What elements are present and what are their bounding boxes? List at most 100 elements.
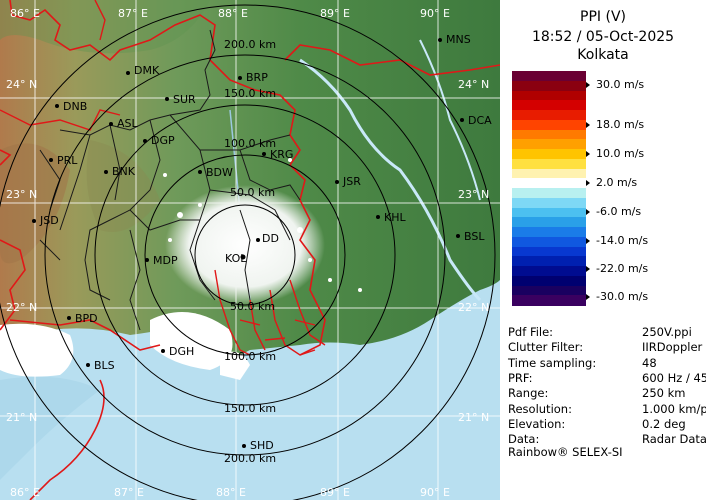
metadata-row: Elevation: 0.2 deg — [508, 417, 686, 433]
lon-label: 89° E — [320, 486, 350, 499]
lon-label: 88° E — [218, 7, 248, 20]
scale-segment — [512, 110, 586, 121]
vendor-label: Rainbow® SELEX-SI — [508, 445, 623, 459]
metadata-value: IIRDoppler 7 — [642, 340, 706, 355]
metadata-row: Pdf File: 250V.ppi — [508, 325, 692, 341]
metadata-row: Data: Radar Data — [508, 432, 706, 448]
scale-tick: -30.0 m/s — [586, 290, 648, 303]
metadata-value: Radar Data — [642, 432, 706, 447]
station-label: BPD — [75, 312, 98, 325]
station-label: KHL — [384, 211, 406, 224]
graticule-labels: 86° E 87° E 88° E 89° E 90° E 86° E 87° … — [6, 7, 489, 499]
radar-echo-sea — [150, 312, 233, 370]
metadata-row: Range: 250 km — [508, 386, 685, 402]
radar-echo-core — [165, 185, 325, 305]
lon-label: 90° E — [420, 486, 450, 499]
station-label: SUR — [173, 93, 196, 106]
scale-segment — [512, 236, 586, 247]
metadata-row: PRF: 600 Hz / 450 Hz — [508, 371, 706, 387]
radar-map-svg: 200.0 km 150.0 km 100.0 km 50.0 km 50.0 … — [0, 0, 500, 500]
radar-echo-scatter — [163, 158, 362, 292]
river — [419, 39, 481, 201]
lon-label: 88° E — [216, 486, 246, 499]
scale-segment — [512, 285, 586, 296]
range-ring-labels: 200.0 km 150.0 km 100.0 km 50.0 km 50.0 … — [224, 38, 276, 465]
scale-segment — [512, 158, 586, 169]
info-panel: PPI (V) 18:52 / 05-Oct-2025 Kolkata 30.0… — [500, 0, 706, 500]
lon-label: 89° E — [320, 7, 350, 20]
scale-segment — [512, 227, 586, 238]
radar-echo-sea — [0, 323, 74, 377]
radar-echo-sea — [220, 351, 250, 380]
station-label: SHD — [250, 439, 274, 452]
scale-segment — [512, 139, 586, 150]
lat-label: 22° N — [458, 301, 489, 314]
station-label: JSR — [342, 175, 361, 188]
lon-label: 90° E — [420, 7, 450, 20]
coastline-border — [29, 379, 105, 500]
scale-tick: -22.0 m/s — [586, 262, 648, 275]
scan-datetime: 18:52 / 05-Oct-2025 — [531, 29, 675, 45]
station-label: DGH — [169, 345, 194, 358]
terrain-patch — [86, 140, 160, 232]
metadata-key: Range: — [508, 386, 549, 401]
ring-label: 200.0 km — [224, 38, 276, 51]
station-label: KOL — [225, 252, 247, 265]
station-name: Kolkata — [577, 47, 629, 63]
ring-label: 50.0 km — [230, 186, 275, 199]
sea-area — [0, 280, 500, 500]
shallow-sea — [0, 376, 100, 480]
state-border — [0, 149, 161, 351]
station-label: BNK — [112, 165, 136, 178]
station-label: BLS — [94, 359, 115, 372]
metadata-row: Clutter Filter: IIRDoppler 7 — [508, 340, 706, 356]
station-label: BRP — [246, 71, 268, 84]
station-label: KRG — [270, 148, 293, 161]
lon-label: 86° E — [10, 7, 40, 20]
scale-segment — [512, 149, 586, 160]
station-markers: MNS DMK BRP DNB SUR ASL DGP DCA PRL KRG … — [32, 33, 492, 452]
scale-tick: -14.0 m/s — [586, 234, 648, 247]
graticule — [0, 0, 500, 500]
metadata-row: Time sampling: 48 — [508, 356, 657, 372]
scale-segment — [512, 246, 586, 257]
scale-segment — [512, 119, 586, 130]
lat-label: 24° N — [6, 78, 37, 91]
international-border — [9, 0, 326, 356]
metadata-value: 250 km — [642, 386, 686, 401]
station-label: DNB — [63, 100, 87, 113]
ring-label: 100.0 km — [224, 137, 276, 150]
metadata-key: Time sampling: — [508, 355, 597, 370]
metadata-key: Clutter Filter: — [508, 340, 584, 355]
scale-tick: -6.0 m/s — [586, 205, 641, 218]
scale-segment — [512, 217, 586, 228]
ring-label: 150.0 km — [224, 87, 276, 100]
lon-label: 87° E — [118, 7, 148, 20]
station-label: MDP — [153, 254, 178, 267]
state-border — [0, 0, 121, 131]
metadata-row: Resolution: 1.000 km/pixel — [508, 402, 706, 418]
station-label: ASL — [117, 117, 139, 130]
scale-segment — [512, 71, 586, 82]
terrain-patch — [0, 0, 210, 54]
delta-coastline — [214, 269, 326, 356]
scale-tick: 2.0 m/s — [586, 176, 637, 189]
scale-segment — [512, 256, 586, 267]
station-label: PRL — [57, 154, 78, 167]
metadata-value: 600 Hz / 450 Hz — [642, 370, 706, 385]
scale-segment — [512, 275, 586, 286]
scale-segment — [512, 168, 586, 179]
metadata-key: Resolution: — [508, 401, 572, 416]
scale-segment — [512, 178, 586, 189]
range-rings — [0, 4, 496, 500]
metadata-key: Data: — [508, 432, 540, 447]
station-label: MNS — [446, 33, 471, 46]
international-border — [284, 44, 500, 76]
scale-segment — [512, 80, 586, 91]
metadata-key: Pdf File: — [508, 325, 554, 339]
metadata-value: 250V.ppi — [642, 325, 692, 339]
lat-label: 24° N — [458, 78, 489, 91]
metadata-key: PRF: — [508, 370, 533, 385]
scale-segment — [512, 295, 586, 306]
lat-label: 21° N — [6, 411, 37, 424]
